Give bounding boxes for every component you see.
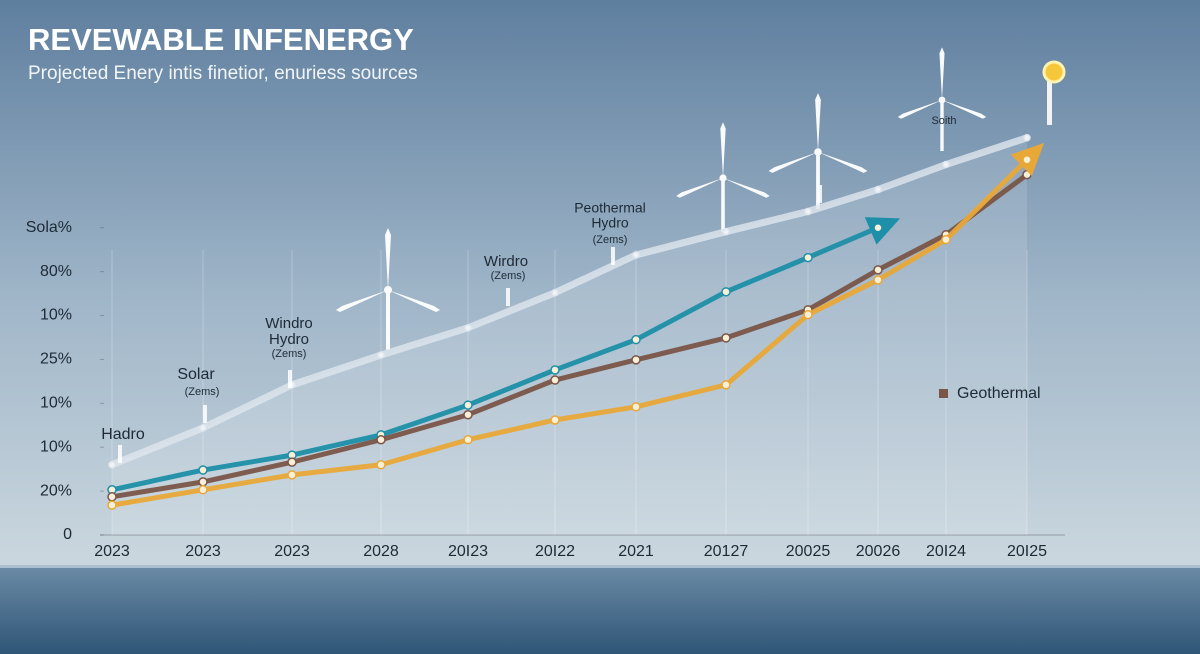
point [107,492,117,502]
point [464,324,472,332]
point [198,477,208,487]
annotation: Solar [177,366,215,383]
annotation: Hydro [269,331,309,348]
pin [818,185,822,203]
pin [118,445,122,463]
series-line [109,157,1030,508]
series-line [109,172,1030,500]
y-tick-label: Sola% [26,219,72,236]
point [873,222,883,233]
y-tick-label: 10% [40,438,72,455]
point [377,351,385,359]
y-tick-label: 80% [40,263,72,280]
annotation: (Zems) [593,234,628,246]
point [873,275,883,285]
point [287,470,297,480]
point [722,227,730,236]
point [463,400,473,410]
x-tick-label: 20I25 [1007,543,1047,560]
point [376,434,386,445]
x-tick-label: 2028 [363,543,399,560]
point [550,375,560,385]
annotation: Windro [265,315,313,332]
point [803,309,813,320]
x-tick-label: 20127 [704,543,749,560]
legend-label: Geothermal [957,385,1041,402]
point [107,500,117,510]
pin [203,405,207,423]
series-line [109,225,881,493]
annotation: (Zems) [185,386,220,398]
point [631,355,641,365]
point [287,457,297,467]
point [1023,134,1031,142]
point [198,485,208,495]
x-tick-label: 2023 [94,543,130,560]
point [942,160,950,169]
series-area [112,137,1027,535]
point [550,365,560,375]
annotation: Peothermal [574,200,646,216]
point [873,265,883,275]
point [108,461,116,469]
x-tick-label: 20I23 [448,543,488,560]
arrowhead [864,217,901,245]
point [198,465,208,475]
point [199,424,207,432]
x-tick-label: 2021 [618,543,654,560]
pin [506,288,510,306]
annotation: (Zems) [491,270,526,282]
point [721,287,731,297]
sea [0,565,1200,654]
legend-swatch [939,389,948,398]
point [941,234,951,245]
x-tick-label: 20025 [786,543,831,560]
point [721,380,731,390]
pin [288,370,292,388]
chart-title: REVEWABLE INFENERGY [28,22,414,57]
x-tick-label: 20026 [856,543,901,560]
point [631,334,641,345]
sun [1042,60,1066,125]
y-tick-label: 10% [40,307,72,324]
annotation: (Zems) [272,348,307,360]
x-tick-label: 20I24 [926,543,966,560]
x-tick-label: 2023 [274,543,310,560]
y-tick-label: 20% [40,482,72,499]
y-tick-label: 25% [40,351,72,368]
point [804,207,812,216]
point [376,460,386,470]
point [632,251,640,259]
x-tick-label: 20I22 [535,543,575,560]
y-tick-label: 0 [63,526,72,543]
point [463,434,473,445]
annotation: Soith [931,115,956,127]
annotation: Hydro [591,215,629,231]
x-tick-label: 2023 [185,543,221,560]
horizon [0,565,1200,568]
point [463,409,473,420]
point [1022,154,1032,165]
point [550,415,560,425]
plot: 0 20% 10% 10% 25% 10% 80% Sola% 2023 2023 2023 2028… [26,115,1065,560]
point [803,252,813,263]
point [631,402,641,412]
annotation: Hadro [101,426,145,443]
point [551,288,559,297]
chart-subtitle: Projected Enery intis finetior, enuriess… [28,63,418,84]
y-tick-label: 10% [40,395,72,412]
point [721,333,731,343]
annotation: Wirdro [484,253,528,270]
series-line [108,134,1031,469]
pin [611,247,615,265]
point [874,185,882,194]
